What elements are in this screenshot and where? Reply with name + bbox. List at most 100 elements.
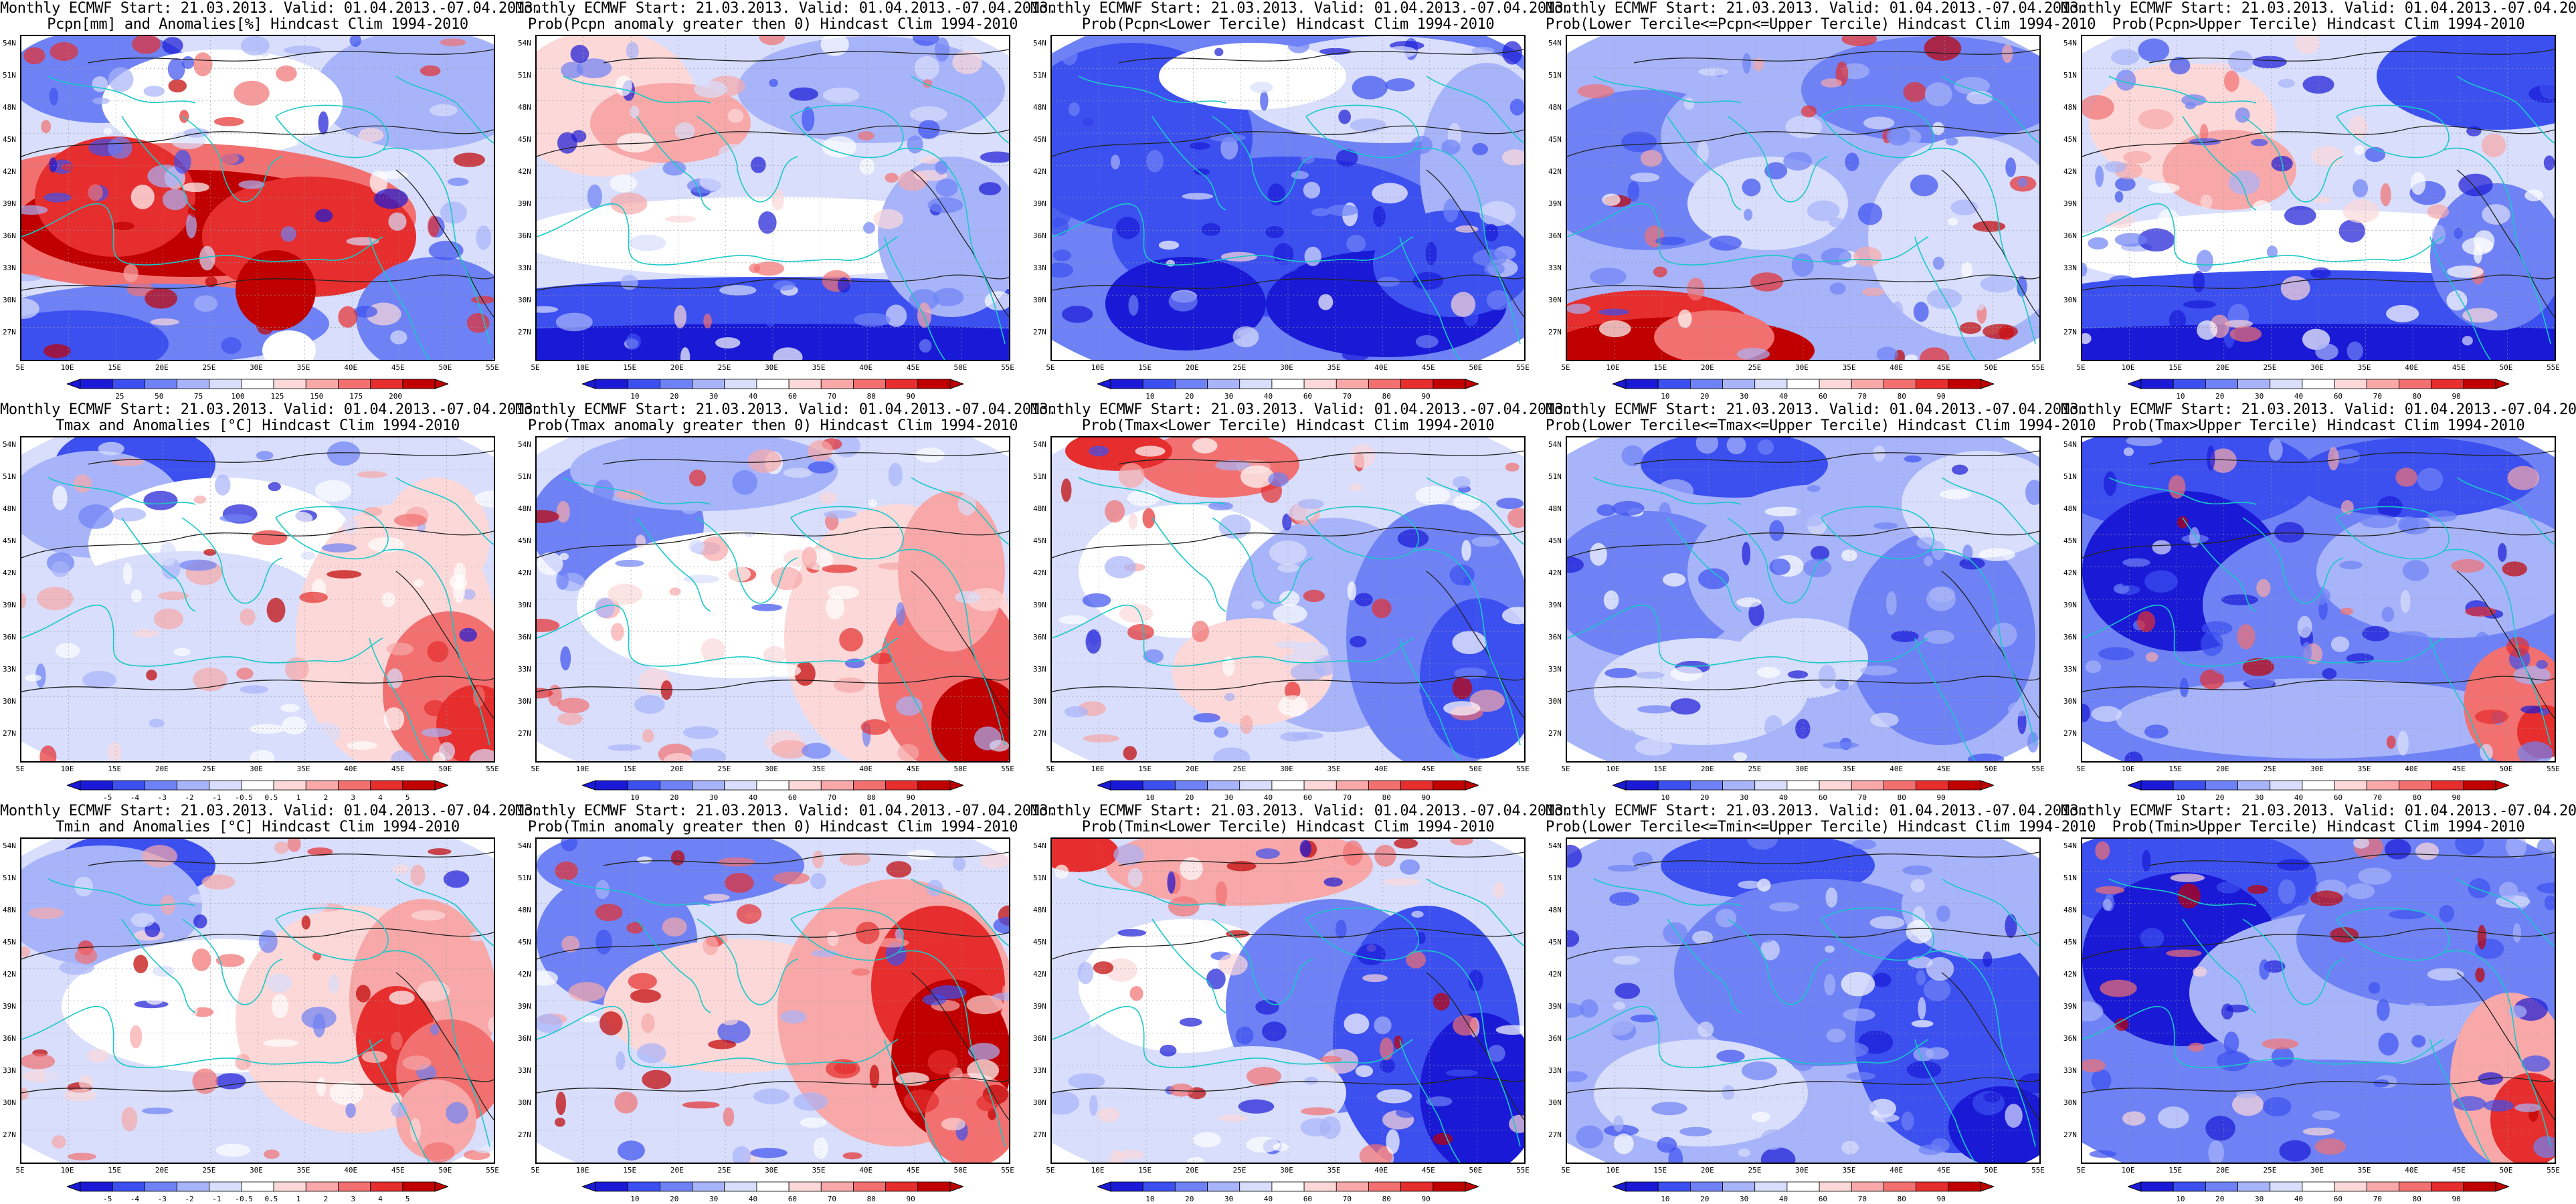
longitude-label: 45E (2452, 1166, 2466, 1175)
panel-title-line1: Monthly ECMWF Start: 21.03.2013. Valid: … (515, 0, 1057, 17)
contour-line (2082, 125, 2555, 157)
field-speckle (1113, 844, 1144, 866)
field-speckle (2251, 56, 2287, 69)
field-speckle (2152, 540, 2171, 555)
latitude-label: 39N (518, 601, 531, 609)
field-speckle (1651, 1102, 1687, 1116)
field-speckle (1342, 840, 1363, 866)
latitude-label: 51N (1033, 71, 1046, 80)
field-speckle (749, 263, 761, 274)
latitude-label: 45N (1548, 536, 1562, 545)
field-speckle (1828, 217, 1845, 227)
field-speckle (2465, 606, 2496, 617)
field-speckle (1495, 1025, 1524, 1035)
contour-line (88, 851, 494, 866)
field-speckle (1697, 141, 1710, 163)
field-speckle (1863, 116, 1895, 130)
field-speckle (1959, 557, 1985, 570)
map-field (537, 437, 1009, 761)
field-speckle (1418, 684, 1445, 698)
field-speckle (158, 591, 189, 601)
longitude-label: 5E (1561, 765, 1570, 773)
field-speckle (610, 192, 648, 215)
field-speckle (870, 652, 893, 665)
field-speckle (780, 1010, 807, 1024)
longitude-label: 45E (391, 765, 405, 773)
colorbar-tick-label: 10 (2176, 392, 2185, 401)
field-speckle (120, 1045, 134, 1055)
field-speckle (1405, 1031, 1421, 1057)
panel-title-line2: Prob(Tmin<Lower Tercile) Hindcast Clim 1… (1081, 819, 1495, 835)
field-speckle (73, 474, 92, 493)
latitude-label: 42N (518, 167, 531, 176)
coastline (1667, 918, 1742, 1013)
field-speckle (145, 288, 177, 309)
latitude-label: 36N (3, 1034, 16, 1043)
latitude-label: 48N (3, 906, 16, 914)
field-speckle (1670, 698, 1701, 715)
field-speckle (390, 330, 407, 344)
map-area (2081, 837, 2556, 1164)
field-speckle (773, 872, 810, 885)
coastline (2443, 147, 2551, 344)
field-speckle (214, 474, 231, 496)
longitude-label: 15E (1138, 1166, 1152, 1175)
field-speckle (699, 171, 728, 191)
longitude-label: 25E (202, 363, 216, 372)
contour-line (2148, 450, 2555, 465)
colorbar-segment (1948, 1181, 1981, 1192)
field-speckle (1303, 589, 1325, 603)
field-speckle (2537, 882, 2555, 894)
contour-line (537, 1077, 1009, 1094)
colorbar-segment (2173, 780, 2206, 791)
colorbar-segment (112, 780, 145, 791)
longitude-label: 5E (1046, 765, 1055, 773)
colorbar-tick-label: 40 (748, 793, 758, 802)
colorbar-segment (1239, 780, 1273, 791)
contour-line (603, 49, 1009, 64)
coastline (1399, 637, 1461, 761)
colorbar-segment (1948, 780, 1981, 791)
field-speckle (2145, 651, 2158, 662)
colorbar-tick-label: 40 (1778, 392, 1788, 401)
coastline (121, 116, 196, 211)
field-speckle (2091, 1069, 2112, 1092)
contour-line (2082, 1077, 2555, 1094)
latitude-label: 27N (1548, 1130, 1562, 1139)
colorbar-segment (820, 379, 854, 389)
longitude-label: 10E (1606, 363, 1620, 372)
contour-line (1567, 928, 2039, 960)
field-speckle (1862, 287, 1885, 297)
field-speckle (193, 52, 213, 77)
contour-line (395, 169, 494, 318)
field-speckle (329, 1081, 364, 1106)
field-speckle (213, 116, 244, 126)
field-speckle (1750, 272, 1784, 292)
field-speckle (238, 180, 265, 189)
colorbar-segment (1433, 379, 1466, 389)
coastline (2082, 1005, 2444, 1068)
longitude-label: 45E (2452, 363, 2466, 372)
field-speckle (1979, 548, 2015, 561)
field-speckle (1077, 961, 1094, 985)
field-speckle (1326, 204, 1359, 217)
field-speckle (2236, 1090, 2257, 1098)
field-speckle (25, 674, 41, 682)
colorbar-segment (1142, 780, 1176, 791)
colorbar-segment (2334, 780, 2367, 791)
colorbar-segment (67, 379, 81, 389)
map-panel-tmax-prob-gt0: Monthly ECMWF Start: 21.03.2013. Valid: … (515, 401, 1057, 803)
latitude-label: 36N (1033, 633, 1046, 641)
latitude-label: 54N (3, 440, 16, 449)
coastline (2242, 517, 2344, 604)
field-speckle (420, 1044, 451, 1061)
latitude-label: 45N (1548, 938, 1562, 946)
field-speckle (2200, 669, 2225, 690)
colorbar-segment (582, 379, 596, 389)
field-speckle (2284, 205, 2316, 225)
field-speckle (2271, 1047, 2294, 1068)
coastline (1399, 1039, 1461, 1163)
field-speckle (390, 1031, 403, 1051)
field-speckle (708, 1039, 737, 1049)
field-speckle (410, 864, 426, 886)
